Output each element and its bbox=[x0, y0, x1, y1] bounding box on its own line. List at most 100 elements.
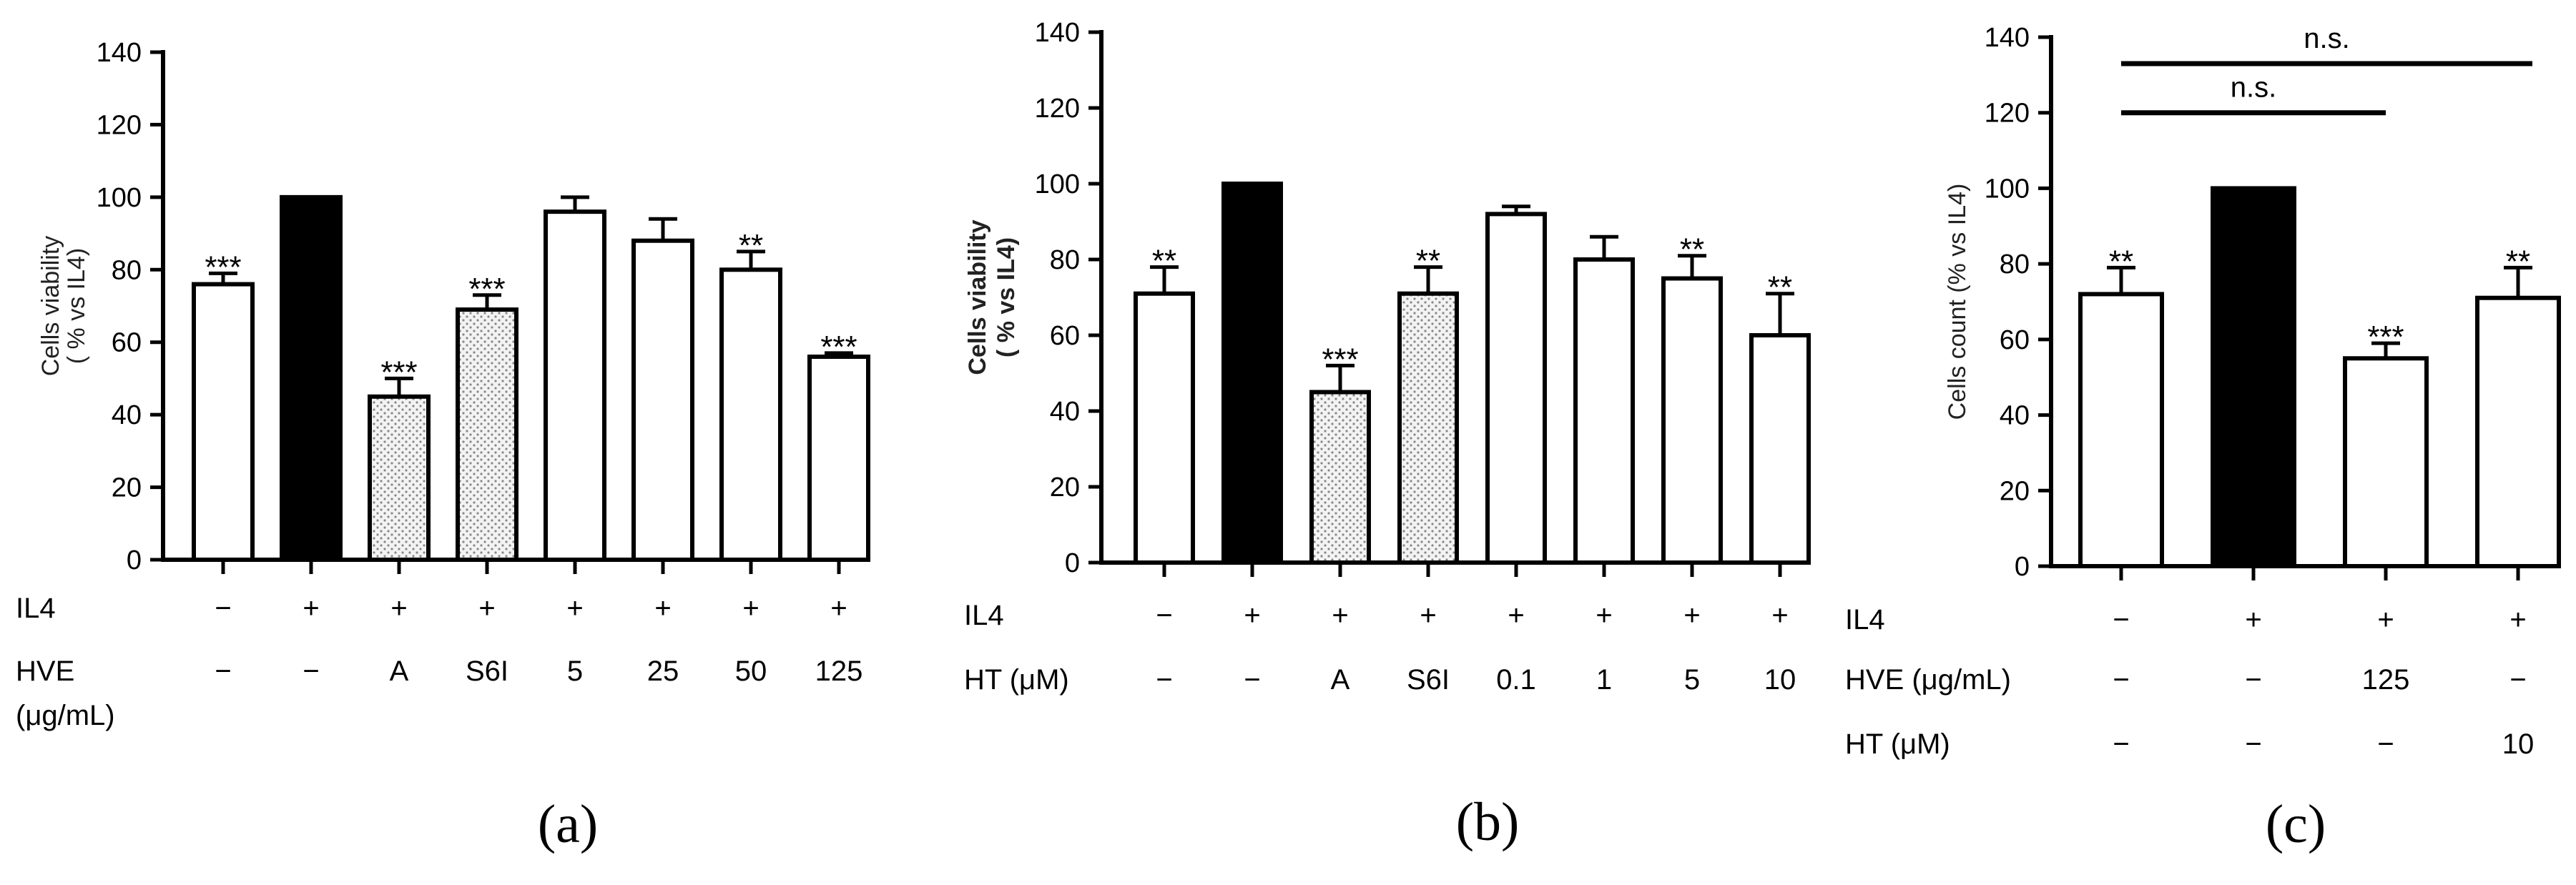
panel-b-y-tick-label: 120 bbox=[1035, 94, 1080, 124]
panel-c-condition-value: − bbox=[2509, 664, 2526, 696]
panel-c-y-tick-label: 0 bbox=[2015, 552, 2030, 582]
panel-a-significance-label: *** bbox=[820, 330, 857, 365]
panel-a-bar bbox=[631, 238, 694, 562]
panel-b-condition-value: 0.1 bbox=[1496, 664, 1536, 696]
panel-a-condition-value: S6I bbox=[466, 656, 508, 687]
panel-a-condition-value: 25 bbox=[647, 656, 679, 687]
panel-a-condition-value: + bbox=[566, 593, 583, 624]
panel-a-condition-value: 125 bbox=[815, 656, 863, 687]
panel-a-bar bbox=[368, 394, 431, 562]
panel-b-bar bbox=[1485, 212, 1547, 565]
panel-c-condition-label: HVE (μg/mL) bbox=[1845, 664, 2011, 696]
panel-a-significance-label: *** bbox=[380, 355, 417, 390]
panel-a-significance-label: *** bbox=[468, 272, 505, 307]
panel-c-condition-value: + bbox=[2377, 604, 2394, 636]
panel-b-bar bbox=[1309, 390, 1371, 565]
panel-c-y-tick-label: 80 bbox=[2000, 249, 2030, 280]
panel-c-significance-label: ** bbox=[2109, 244, 2133, 279]
panel-a-y-tick-label: 80 bbox=[112, 255, 142, 285]
panel-a-condition-value: + bbox=[654, 593, 671, 624]
panel-b-condition-value: 10 bbox=[1764, 664, 1796, 696]
panel-b-significance-label: ** bbox=[1680, 232, 1704, 267]
panel-a-label: (a) bbox=[538, 794, 598, 854]
panel-a-condition-value: + bbox=[478, 593, 495, 624]
panel-c-significance-label: ** bbox=[2506, 244, 2530, 279]
panel-b-significance-label: ** bbox=[1152, 244, 1176, 279]
panel-a-condition-value: + bbox=[830, 593, 847, 624]
panel-c-condition-value: − bbox=[2113, 664, 2129, 696]
panel-c-condition-value: − bbox=[2377, 728, 2394, 760]
panel-a-condition-label-unit: (μg/mL) bbox=[16, 700, 115, 731]
panel-b-condition-value: S6I bbox=[1407, 664, 1450, 696]
panel-a-bar bbox=[544, 209, 606, 562]
panel-c-condition-value: 10 bbox=[2502, 728, 2535, 760]
panel-c-condition-value: − bbox=[2245, 728, 2261, 760]
panel-b-condition-value: − bbox=[1244, 664, 1260, 696]
panel-a-y-tick-label: 60 bbox=[112, 328, 142, 358]
panel-a-y-tick-label: 40 bbox=[112, 400, 142, 430]
panel-a-bar bbox=[456, 307, 518, 562]
panel-b-condition-value: + bbox=[1771, 600, 1788, 631]
panel-c-y-tick-label: 140 bbox=[1985, 23, 2030, 53]
panel-a-condition-value: 50 bbox=[735, 656, 767, 687]
panel-b-y-axis-label: Cells viability bbox=[964, 219, 991, 375]
panel-c-label: (c) bbox=[2266, 794, 2326, 854]
panel-b-condition-value: − bbox=[1156, 664, 1172, 696]
panel-b-condition-label: HT (μM) bbox=[964, 664, 1069, 696]
panel-a-y-tick-label: 120 bbox=[97, 110, 142, 140]
panel-c-y-axis-label: Cells count (% vs IL4) bbox=[1944, 184, 1971, 420]
panel-a-bar bbox=[719, 267, 782, 562]
panel-b-significance-label: *** bbox=[1322, 342, 1358, 377]
panel-c-bracket-label: n.s. bbox=[2304, 23, 2349, 54]
panel-c-condition-value: − bbox=[2113, 604, 2129, 636]
panel-b-condition-value: + bbox=[1596, 600, 1612, 631]
panel-a-bar bbox=[280, 194, 343, 562]
panel-b-bar bbox=[1749, 333, 1811, 565]
panel-b-condition-label: IL4 bbox=[964, 600, 1004, 631]
panel-b-significance-label: ** bbox=[1416, 244, 1440, 279]
panel-a-significance-label: ** bbox=[739, 228, 763, 263]
panel-a-bar bbox=[807, 355, 870, 562]
panel-c-y-tick-label: 20 bbox=[2000, 476, 2030, 506]
panel-a-y-tick-label: 100 bbox=[97, 183, 142, 213]
panel-b-y-tick-label: 100 bbox=[1035, 169, 1080, 199]
panel-a-condition-value: + bbox=[303, 593, 319, 624]
panel-c-condition-value: − bbox=[2245, 664, 2261, 696]
panel-b-condition-value: + bbox=[1420, 600, 1436, 631]
panel-b-bar bbox=[1661, 276, 1723, 565]
panel-c-condition-value: − bbox=[2113, 728, 2129, 760]
panel-c-bracket-label: n.s. bbox=[2231, 72, 2276, 104]
panel-b-condition-value: A bbox=[1331, 664, 1350, 696]
panel-a-condition-value: − bbox=[215, 656, 231, 687]
panel-b-bar bbox=[1397, 291, 1459, 565]
panel-b-significance-label: ** bbox=[1768, 270, 1792, 305]
panel-c-condition-label: HT (μM) bbox=[1845, 728, 1950, 760]
panel-c-y-tick-label: 60 bbox=[2000, 325, 2030, 355]
panel-b-bar bbox=[1221, 182, 1283, 565]
panel-b-condition-value: + bbox=[1244, 600, 1260, 631]
panel-b-y-axis-label-2: ( % vs IL4) bbox=[993, 237, 1020, 357]
panel-b-label: (b) bbox=[1456, 792, 1520, 852]
panel-c-bar bbox=[2078, 292, 2164, 568]
panel-a-y-axis-label-2: ( % vs IL4) bbox=[63, 248, 90, 364]
panel-a-y-axis-label: Cells viability bbox=[37, 236, 64, 377]
panel-b-y-tick-label: 0 bbox=[1065, 548, 1080, 578]
panel-a-condition-value: − bbox=[303, 656, 319, 687]
panel-b-bar bbox=[1573, 257, 1635, 565]
panel-b-chart: 0 20 40 60 80 100 120 140 Cells viability( % vs … bbox=[964, 18, 1811, 852]
panel-a-condition-label: HVE bbox=[16, 656, 74, 687]
panel-a-condition-value: + bbox=[742, 593, 759, 624]
panel-a-condition-value: 5 bbox=[567, 656, 583, 687]
panel-b-y-tick-label: 80 bbox=[1050, 245, 1080, 275]
panel-c-y-tick-label: 100 bbox=[1985, 174, 2030, 204]
panel-a-condition-label: IL4 bbox=[16, 593, 56, 624]
panel-c-condition-value: + bbox=[2509, 604, 2526, 636]
panel-a-y-tick-label: 0 bbox=[127, 545, 142, 575]
panel-c-y-tick-label: 40 bbox=[2000, 401, 2030, 431]
panel-c-condition-value: 125 bbox=[2362, 664, 2410, 696]
panel-a-condition-value: + bbox=[390, 593, 407, 624]
panel-b-condition-value: 1 bbox=[1596, 664, 1612, 696]
panel-c-significance-label: *** bbox=[2367, 320, 2404, 355]
panel-c-bar bbox=[2343, 356, 2429, 568]
